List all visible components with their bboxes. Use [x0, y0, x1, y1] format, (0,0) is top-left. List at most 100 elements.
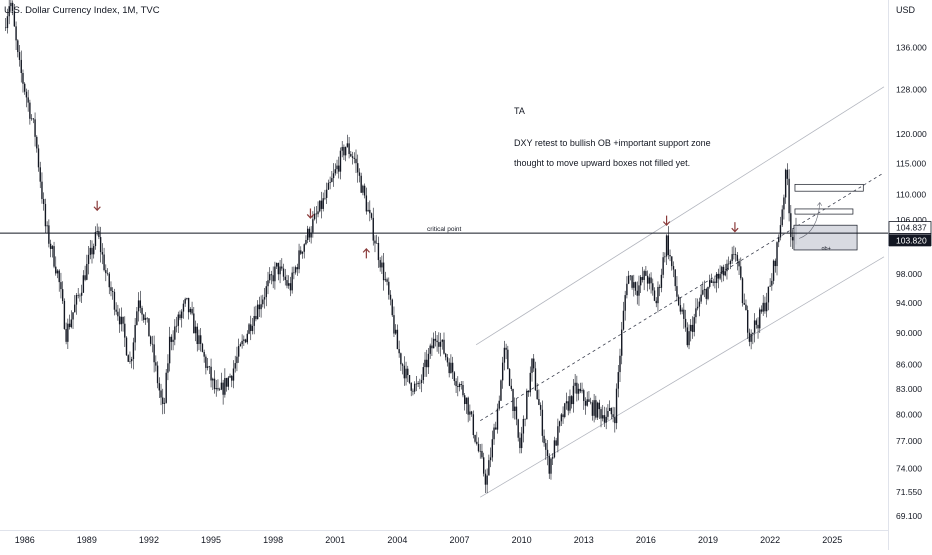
- candle-body-375: [652, 283, 654, 291]
- y-tick-15: 136.000: [896, 43, 927, 53]
- candle-body-276: [481, 450, 483, 458]
- candle-body-101: [179, 314, 181, 319]
- candle-body-110: [194, 326, 197, 334]
- candle-body-118: [208, 366, 211, 368]
- trend-channel[interactable]: [475, 86, 885, 498]
- candle-body-222: [388, 281, 390, 295]
- candle-body-401: [696, 306, 699, 309]
- candle-body-267: [465, 397, 468, 405]
- candle-body-260: [453, 372, 456, 382]
- candle-body-62: [112, 290, 114, 292]
- candle-body-112: [198, 335, 200, 345]
- candle-body-0: [5, 27, 7, 29]
- symbol-title[interactable]: U.S. Dollar Currency Index, 1M, TVC: [4, 5, 160, 16]
- candle-body-49: [89, 247, 91, 255]
- candle-body-429: [745, 304, 747, 311]
- candle-body-456: [791, 237, 794, 241]
- candle-body-255: [445, 353, 447, 358]
- candle-body-14: [29, 102, 31, 119]
- candle-body-334: [581, 390, 583, 392]
- candle-body-395: [686, 327, 688, 346]
- candle-body-1: [6, 16, 9, 29]
- arrow-head-2: [362, 247, 370, 253]
- candle-body-453: [786, 169, 789, 179]
- candle-body-163: [286, 280, 288, 286]
- candle-body-188: [329, 181, 331, 183]
- candle-body-80: [143, 314, 145, 320]
- candle-body-254: [443, 339, 445, 354]
- x-tick-2013: 2013: [574, 535, 594, 545]
- candle-body-5: [13, 11, 16, 27]
- candle-body-137: [241, 340, 243, 345]
- candle-body-252: [439, 341, 442, 347]
- candle-body-373: [648, 277, 651, 284]
- candle-body-126: [222, 382, 224, 395]
- candle-body-195: [341, 146, 343, 151]
- candle-body-363: [631, 275, 633, 288]
- candle-body-3: [10, 2, 12, 7]
- zones[interactable]: ob+: [793, 183, 864, 252]
- candle-body-114: [201, 343, 204, 352]
- candle-body-299: [520, 433, 523, 449]
- candle-body-97: [172, 339, 174, 342]
- candle-body-354: [615, 388, 618, 424]
- candle-body-61: [110, 287, 112, 291]
- y-tick-4: 80.000: [896, 410, 922, 420]
- candle-body-251: [438, 342, 440, 347]
- candle-body-140: [246, 333, 248, 343]
- candle-body-161: [282, 268, 285, 277]
- candle-body-441: [765, 302, 768, 312]
- candle-body-359: [624, 295, 626, 311]
- candle-body-216: [377, 242, 380, 261]
- critical-point-line[interactable]: critical point: [0, 226, 888, 234]
- candle-body-403: [700, 294, 702, 302]
- candle-body-92: [163, 402, 166, 404]
- candle-body-417: [724, 271, 726, 276]
- candle-body-420: [729, 260, 732, 264]
- arrow-markers[interactable]: [93, 200, 739, 259]
- candle-body-148: [260, 304, 262, 310]
- candle-body-320: [557, 426, 559, 446]
- candle-body-434: [753, 320, 756, 333]
- candle-body-136: [239, 344, 242, 347]
- projection-arrow[interactable]: [799, 202, 823, 239]
- candle-body-58: [105, 270, 107, 274]
- candle-body-435: [755, 320, 758, 325]
- candle-body-454: [788, 178, 790, 214]
- candle-body-231: [403, 365, 406, 379]
- arrow-head-1: [306, 214, 315, 219]
- candle-body-203: [355, 158, 357, 164]
- candle-body-106: [187, 297, 190, 313]
- candle-body-66: [118, 316, 121, 325]
- x-tick-2016: 2016: [636, 535, 656, 545]
- candle-body-332: [577, 388, 580, 394]
- candle-body-7: [17, 40, 19, 53]
- candle-body-191: [334, 169, 336, 174]
- candle-body-392: [681, 309, 683, 312]
- candle-body-268: [467, 397, 469, 415]
- candle-body-194: [339, 150, 342, 172]
- candle-body-308: [536, 390, 538, 400]
- candle-body-53: [96, 231, 98, 233]
- candle-body-455: [790, 213, 792, 238]
- candle-body-430: [746, 310, 749, 333]
- candle-body-414: [719, 273, 721, 279]
- candle-body-26: [49, 243, 52, 249]
- candle-body-199: [348, 143, 350, 155]
- candle-body-235: [410, 382, 412, 391]
- candle-body-402: [698, 301, 701, 307]
- candle-body-135: [237, 346, 240, 357]
- candle-body-21: [41, 181, 43, 199]
- candle-body-390: [677, 296, 680, 306]
- x-tick-2007: 2007: [450, 535, 470, 545]
- candle-body-285: [496, 408, 499, 430]
- candle-body-138: [243, 339, 245, 341]
- candle-body-119: [210, 366, 212, 381]
- candle-body-153: [269, 274, 271, 281]
- candle-body-181: [317, 211, 319, 215]
- candle-body-99: [175, 325, 178, 327]
- candle-body-6: [15, 26, 17, 41]
- candle-body-75: [134, 324, 136, 343]
